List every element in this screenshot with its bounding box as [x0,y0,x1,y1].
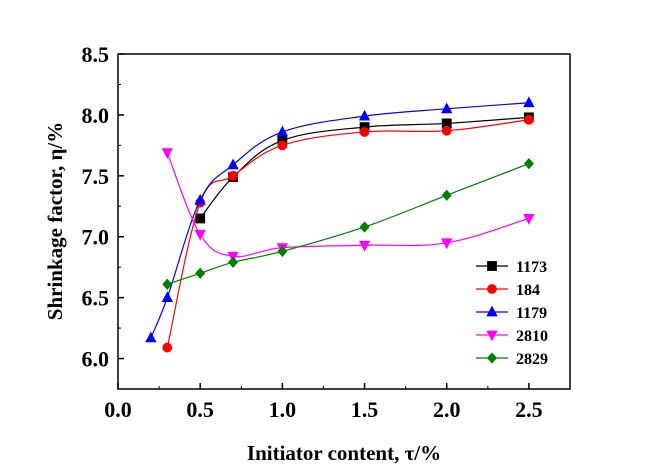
data-point-184 [359,127,370,137]
data-point-2829 [228,256,239,268]
data-point-1179 [358,109,371,121]
data-point-184 [162,342,173,353]
data-point-2829 [359,221,370,233]
data-point-2810 [161,148,173,160]
x-tick-label: 2.5 [515,397,543,422]
legend-item-2829: 2829 [476,351,548,368]
x-tick-label: 1.5 [351,397,379,422]
axis-ticks: 0.0 0.5 1.0 1.5 2.0 2.5 6.0 6.5 7.0 7.5 8.0 8.5 [82,42,543,422]
legend-marker [486,330,498,342]
x-axis-title: Initiator content, τ/% [247,441,441,465]
legend-label: 1179 [516,305,547,322]
data-point-184 [524,114,534,125]
data-point-184 [228,170,238,181]
series-line-2810 [166,152,530,258]
plot-frame [117,53,571,390]
data-point-2810 [194,229,206,241]
y-tick-label: 7.5 [82,164,110,189]
data-point-2829 [195,267,206,279]
series-layer [145,96,535,353]
data-point-1179 [276,125,289,137]
legend: 1173 184 1179 2810 2829 [476,259,548,368]
y-tick-label: 6.5 [82,286,110,311]
legend-marker [487,284,497,294]
series-1179 [145,96,535,343]
legend-item-1173: 1173 [476,259,547,276]
legend-label: 2829 [516,351,548,368]
data-point-2829 [523,158,534,170]
data-point-1179 [227,158,239,170]
series-line-1179 [150,102,529,339]
y-tick-label: 6.0 [82,347,110,372]
data-point-1179 [523,96,535,108]
data-point-1173 [195,213,206,224]
legend-label: 2810 [516,328,548,345]
data-point-184 [277,140,288,151]
legend-marker [486,305,498,317]
series-line-184 [166,119,529,348]
legend-label: 1173 [516,259,547,276]
legend-label: 184 [516,282,540,299]
data-point-2810 [523,214,535,225]
data-point-1179 [194,193,206,205]
y-tick-label: 8.0 [82,103,110,128]
data-point-2810 [441,238,453,250]
series-184 [162,114,534,353]
data-point-2810 [358,240,371,252]
x-tick-label: 1.0 [269,397,297,422]
y-tick-label: 8.5 [82,42,110,67]
legend-item-1179: 1179 [476,305,547,322]
data-point-1179 [161,291,173,303]
series-2829 [162,158,534,290]
data-point-2829 [162,278,173,290]
x-tick-label: 2.0 [433,397,461,422]
series-line-2829 [167,163,530,285]
data-point-2829 [277,245,288,257]
data-point-1179 [441,102,453,114]
data-point-2829 [441,189,452,201]
legend-marker [486,352,498,364]
series-2810 [161,148,535,263]
legend-item-2810: 2810 [476,328,548,345]
data-point-1179 [145,331,157,343]
x-tick-label: 0.5 [186,397,214,422]
x-tick-label: 0.0 [104,397,132,422]
y-axis-title: Shrinkage factor, η/% [43,122,67,320]
y-tick-label: 7.0 [82,225,110,250]
legend-item-184: 184 [476,282,540,299]
data-point-184 [441,125,452,136]
legend-marker [487,261,497,271]
